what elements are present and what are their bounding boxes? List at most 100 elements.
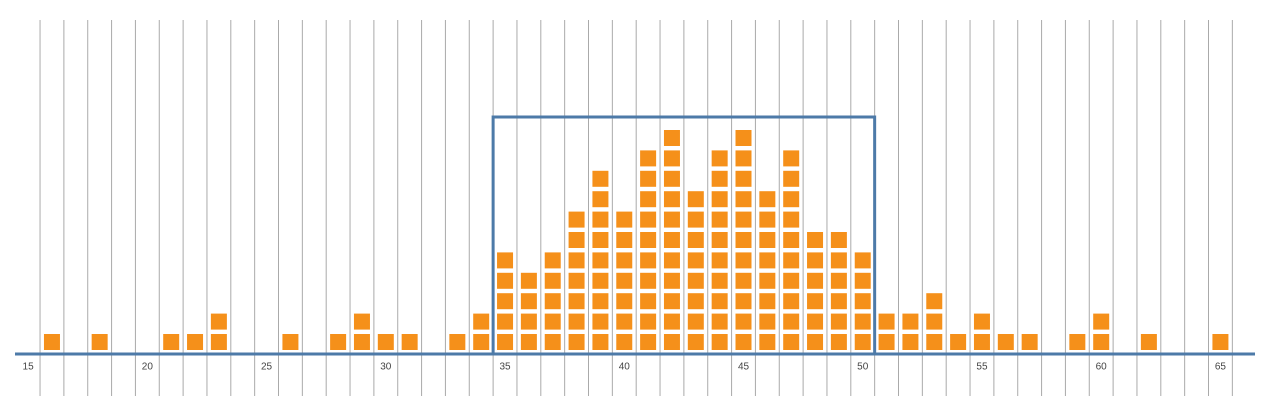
dot [663, 272, 680, 289]
x-tick-label: 15 [23, 362, 35, 373]
dot [592, 272, 609, 289]
dot [807, 272, 824, 289]
dot [830, 232, 847, 248]
dot [663, 232, 680, 248]
dot [711, 293, 728, 310]
dot [687, 293, 704, 310]
dot [854, 252, 871, 269]
dot [497, 313, 514, 330]
dot [783, 293, 800, 310]
dot [497, 272, 514, 289]
dot [616, 334, 633, 350]
dot [735, 232, 752, 248]
dot [544, 272, 561, 289]
dot [377, 334, 394, 350]
dot [1093, 313, 1110, 330]
dot [783, 191, 800, 208]
x-tick-label: 50 [857, 362, 869, 373]
dot [830, 272, 847, 289]
x-tick-label: 35 [499, 362, 511, 373]
dot [783, 232, 800, 248]
dot [592, 211, 609, 228]
dot [663, 130, 680, 146]
dot [687, 252, 704, 269]
dot [449, 334, 466, 350]
x-tick-label: 30 [380, 362, 392, 373]
dot [711, 150, 728, 167]
dot [783, 211, 800, 228]
dot [330, 334, 347, 350]
dot [353, 313, 370, 330]
dot [854, 313, 871, 330]
dot [473, 313, 490, 330]
dot [711, 170, 728, 187]
dot [401, 334, 418, 350]
dot [1021, 334, 1038, 350]
dot [711, 334, 728, 350]
dot [783, 313, 800, 330]
dot [640, 272, 657, 289]
dot [520, 293, 537, 310]
dot [830, 334, 847, 350]
dot [592, 232, 609, 248]
dot [43, 334, 60, 350]
dot [640, 150, 657, 167]
dot [783, 272, 800, 289]
dot [544, 293, 561, 310]
dot [807, 334, 824, 350]
dot [210, 334, 227, 350]
dot [902, 313, 919, 330]
dot [830, 293, 847, 310]
dot [640, 191, 657, 208]
dot [807, 232, 824, 248]
dot [568, 272, 585, 289]
dot [616, 313, 633, 330]
x-tick-label: 45 [738, 362, 750, 373]
dot [735, 150, 752, 167]
dot [759, 272, 776, 289]
x-tick-label: 55 [976, 362, 988, 373]
dot [854, 272, 871, 289]
dot [568, 334, 585, 350]
dot [878, 313, 895, 330]
dot [759, 293, 776, 310]
dot [807, 252, 824, 269]
dot [616, 232, 633, 248]
dot [759, 232, 776, 248]
dot [616, 211, 633, 228]
dot [926, 334, 943, 350]
dot [663, 293, 680, 310]
dot [807, 293, 824, 310]
dot [520, 272, 537, 289]
dot [473, 334, 490, 350]
dot [759, 334, 776, 350]
dot [568, 211, 585, 228]
dot [759, 313, 776, 330]
dot [544, 313, 561, 330]
dot [759, 191, 776, 208]
dot [735, 252, 752, 269]
dot [687, 272, 704, 289]
dot [926, 313, 943, 330]
dot [210, 313, 227, 330]
dot [616, 252, 633, 269]
dot [544, 334, 561, 350]
dot [711, 232, 728, 248]
dot [878, 334, 895, 350]
dot [568, 293, 585, 310]
dot [663, 170, 680, 187]
dot [640, 170, 657, 187]
dot [830, 252, 847, 269]
dot [616, 293, 633, 310]
dot [783, 334, 800, 350]
dot [568, 313, 585, 330]
dot [592, 334, 609, 350]
dot [902, 334, 919, 350]
dot [91, 334, 108, 350]
dot [663, 334, 680, 350]
dot [497, 293, 514, 310]
dot [663, 313, 680, 330]
dot [1140, 334, 1157, 350]
dot [520, 313, 537, 330]
